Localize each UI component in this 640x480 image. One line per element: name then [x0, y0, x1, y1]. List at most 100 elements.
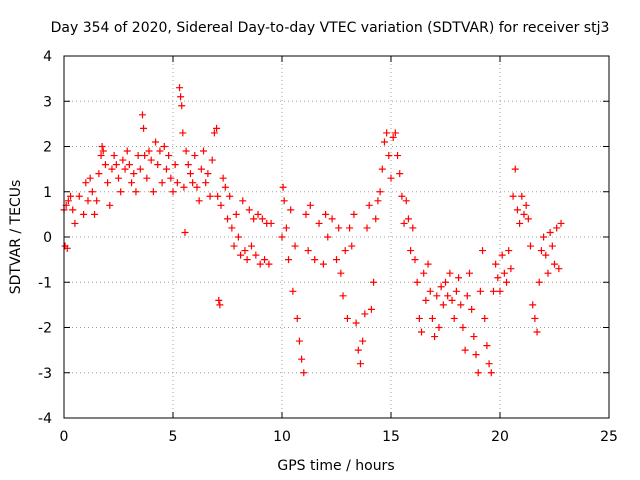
data-point — [513, 206, 521, 214]
data-point — [195, 197, 203, 205]
data-point — [136, 165, 144, 173]
data-point — [234, 233, 242, 241]
data-point — [243, 256, 251, 264]
data-point — [452, 287, 460, 295]
data-point — [179, 129, 187, 137]
x-tick-label: 5 — [169, 429, 178, 445]
data-point — [154, 161, 162, 169]
data-point — [216, 301, 224, 309]
data-point — [555, 265, 563, 273]
data-point — [420, 269, 428, 277]
data-point — [540, 233, 548, 241]
data-point — [88, 188, 96, 196]
data-point — [106, 201, 114, 209]
data-point — [533, 328, 541, 336]
data-point — [184, 161, 192, 169]
data-point — [518, 192, 526, 200]
data-point — [178, 102, 186, 110]
data-point — [99, 147, 107, 155]
data-point — [160, 143, 168, 150]
data-point — [398, 192, 406, 200]
data-point — [474, 369, 482, 377]
data-point — [531, 314, 539, 322]
data-point — [84, 197, 92, 205]
data-point — [289, 287, 297, 295]
data-point — [485, 360, 493, 368]
data-point — [282, 224, 290, 232]
data-point — [548, 242, 556, 250]
data-point — [468, 305, 476, 313]
data-point — [444, 292, 452, 300]
data-point — [123, 147, 131, 155]
data-point — [98, 143, 106, 150]
data-point — [442, 278, 449, 286]
data-point — [261, 256, 269, 264]
data-point — [115, 174, 122, 182]
data-point — [300, 369, 308, 377]
data-point — [219, 174, 227, 182]
data-point — [215, 296, 223, 304]
data-point — [524, 215, 532, 223]
data-point — [171, 161, 179, 169]
data-point — [138, 111, 146, 119]
y-tick-label: -1 — [38, 275, 52, 291]
y-tick-label: 2 — [43, 140, 52, 156]
data-point — [291, 242, 299, 250]
data-point — [341, 247, 349, 255]
data-point — [182, 147, 190, 155]
data-point — [125, 161, 133, 169]
data-point — [503, 278, 511, 286]
data-point — [287, 206, 295, 214]
data-point — [337, 269, 345, 277]
data-point — [367, 305, 375, 313]
data-point — [339, 292, 347, 300]
data-point — [132, 188, 140, 196]
data-point — [463, 292, 471, 300]
x-axis-label: GPS time / hours — [277, 458, 394, 474]
data-point — [426, 287, 434, 295]
data-point — [383, 129, 391, 137]
data-point — [546, 228, 554, 236]
data-point — [311, 256, 319, 264]
data-point — [152, 138, 160, 146]
data-point — [511, 165, 519, 173]
data-point — [239, 197, 247, 205]
data-point — [186, 170, 194, 178]
data-point — [428, 314, 436, 322]
data-point — [302, 210, 310, 218]
data-point — [356, 360, 364, 368]
data-point — [500, 269, 508, 277]
data-point — [189, 179, 197, 187]
data-point — [535, 278, 543, 286]
data-point — [298, 355, 306, 363]
data-point — [374, 197, 382, 205]
data-point — [228, 224, 236, 232]
data-point — [335, 224, 343, 232]
data-point — [448, 296, 456, 304]
data-point — [315, 219, 323, 227]
data-point — [149, 188, 157, 196]
data-point — [346, 224, 354, 232]
data-point — [147, 156, 155, 164]
data-point — [117, 188, 125, 196]
data-point — [343, 314, 351, 322]
data-point — [213, 124, 221, 132]
data-point — [245, 206, 253, 214]
data-point — [319, 260, 327, 268]
data-point — [180, 183, 188, 191]
data-point — [433, 292, 441, 300]
x-tick-label: 20 — [491, 429, 509, 445]
data-point — [285, 256, 293, 264]
data-point — [380, 138, 388, 146]
data-point — [418, 328, 426, 336]
data-point — [413, 278, 421, 286]
data-point — [333, 256, 340, 264]
data-point — [237, 251, 245, 259]
data-point — [411, 256, 419, 264]
data-point — [80, 210, 88, 218]
x-tick-label: 10 — [273, 429, 291, 445]
data-point — [498, 251, 506, 259]
data-point — [104, 179, 112, 187]
data-point — [396, 170, 404, 178]
data-point — [354, 346, 362, 354]
